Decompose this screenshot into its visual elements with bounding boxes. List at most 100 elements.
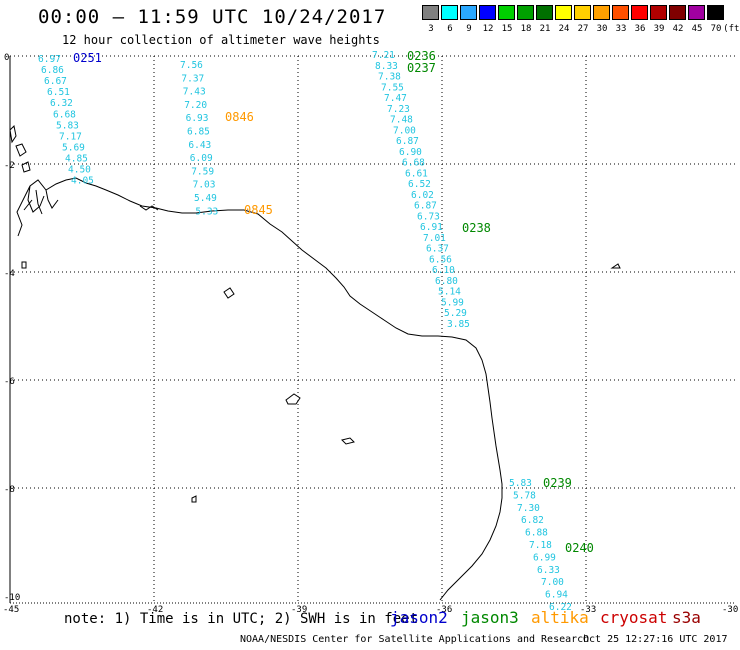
pass-time-label-0237: 0237 [407, 61, 436, 75]
island-dam-1 [285, 393, 301, 405]
wave-height-value: 4.05 [71, 176, 94, 187]
lon-tick-m39: -39 [291, 605, 307, 615]
wave-height-value: 7.20 [184, 100, 207, 111]
wave-height-value: 5.83 [509, 478, 532, 489]
lat-lon-grid [10, 55, 736, 603]
wave-height-value: 5.29 [444, 308, 467, 319]
wave-height-value: 6.02 [411, 190, 434, 201]
wave-height-value: 5.69 [62, 142, 85, 153]
pass-time-label-0238: 0238 [462, 221, 491, 235]
legend-swatch-9 [460, 5, 477, 20]
wave-height-value: 5.83 [56, 120, 79, 131]
lat-tick-m2: -2 [4, 161, 15, 171]
wave-height-value: 6.67 [44, 76, 67, 87]
wave-height-value: 6.99 [533, 552, 556, 563]
lon-tick-m36: -36 [436, 605, 452, 615]
wave-height-value: 6.87 [396, 136, 419, 147]
wave-height-value: 5.99 [441, 297, 464, 308]
pass-time-label-0251: 0251 [73, 51, 102, 65]
legend-swatch-30 [593, 5, 610, 20]
island-nw-3 [21, 161, 31, 173]
wave-height-value: 7.48 [390, 115, 413, 126]
wave-height-value: 6.93 [186, 113, 209, 124]
island-center [223, 287, 235, 299]
wave-height-value: 6.97 [38, 54, 61, 65]
satellite-altika-label: altika [531, 608, 589, 627]
legend-label-6: 6 [447, 24, 453, 34]
wave-height-value: 6.61 [405, 168, 428, 179]
island-nw-2 [15, 143, 27, 157]
legend-label-3: 3 [428, 24, 434, 34]
wave-height-value: 6.85 [187, 127, 210, 138]
wave-height-value: 6.33 [537, 565, 560, 576]
wave-height-value: 8.33 [375, 61, 398, 72]
wave-height-value: 6.52 [408, 179, 431, 190]
wave-height-value: 7.38 [378, 72, 401, 83]
wave-height-value: 6.82 [521, 515, 544, 526]
legend-label-39: 39 [653, 24, 665, 34]
wave-height-value: 6.88 [525, 528, 548, 539]
wave-height-value: 6.87 [414, 201, 437, 212]
wave-height-value: 7.37 [181, 73, 204, 84]
legend-swatch-21 [536, 5, 553, 20]
legend-swatch-18 [517, 5, 534, 20]
legend-label-18: 18 [520, 24, 532, 34]
wave-height-value: 7.55 [381, 82, 404, 93]
map-frame [9, 56, 736, 604]
pass-time-label-0846: 0846 [225, 110, 254, 124]
lon-tick-m45: -45 [3, 605, 19, 615]
legend-label-30: 30 [596, 24, 608, 34]
legend-swatch-33 [612, 5, 629, 20]
satellite-jason3-label: jason3 [461, 608, 519, 627]
island-noronha [610, 263, 621, 269]
map-title: 00:00 – 11:59 UTC 10/24/2017 [38, 6, 387, 28]
lat-tick-m8: -8 [4, 485, 15, 495]
lon-tick-m30: -30 [722, 605, 738, 615]
lat-tick-m6: -6 [4, 377, 15, 387]
coastline [9, 124, 621, 601]
wave-height-value: 5.49 [194, 193, 217, 204]
lat-tick-m4: -4 [4, 269, 15, 279]
wave-height-value: 7.18 [529, 540, 552, 551]
legend-label-33: 33 [615, 24, 627, 34]
wave-height-value: 7.17 [59, 131, 82, 142]
wave-height-value: 7.47 [384, 93, 407, 104]
altimeter-passes: 6.976.866.676.516.326.685.837.175.694.85… [38, 49, 594, 613]
wave-height-value: 6.51 [47, 87, 70, 98]
satellite-s3a-label: s3a [672, 608, 701, 627]
wave-height-value: 5.78 [513, 490, 536, 501]
pass-time-label-0240: 0240 [565, 541, 594, 555]
legend-swatch-12 [479, 5, 496, 20]
generation-timestamp: Oct 25 12:27:16 UTC 2017 [583, 634, 728, 645]
legend-swatch-3 [422, 5, 439, 20]
wave-height-value: 6.22 [549, 602, 572, 613]
wave-height-value: 7.00 [393, 125, 416, 136]
lat-tick-m10: -10 [4, 593, 20, 603]
legend-swatch-45 [688, 5, 705, 20]
legend-label-42: 42 [672, 24, 684, 34]
island-south [191, 495, 197, 503]
lon-tick-m33: -33 [580, 605, 596, 615]
wave-height-value: 6.91 [420, 222, 443, 233]
wave-height-value: 7.23 [387, 104, 410, 115]
legend-label-36: 36 [634, 24, 646, 34]
wave-height-value: 6.10 [432, 265, 455, 276]
legend-swatch-42 [669, 5, 686, 20]
wave-height-value: 6.80 [435, 276, 458, 287]
wave-height-value: 7.56 [180, 60, 203, 71]
mainland-coast [16, 177, 503, 601]
wave-height-value: 4.85 [65, 153, 88, 164]
wave-height-value: 6.56 [429, 254, 452, 265]
satellite-jason2-label: jason2 [390, 608, 448, 627]
legend-swatch-15 [498, 5, 515, 20]
wave-height-value: 6.90 [399, 147, 422, 158]
legend-label-21: 21 [539, 24, 551, 34]
island-dam-2 [341, 437, 355, 445]
island-nw-1 [9, 124, 17, 144]
map-subtitle: 12 hour collection of altimeter wave hei… [62, 33, 380, 47]
wave-height-value: 7.00 [541, 577, 564, 588]
wave-height-value: 6.32 [50, 98, 73, 109]
legend-swatch-36 [631, 5, 648, 20]
lon-tick-m42: -42 [147, 605, 163, 615]
